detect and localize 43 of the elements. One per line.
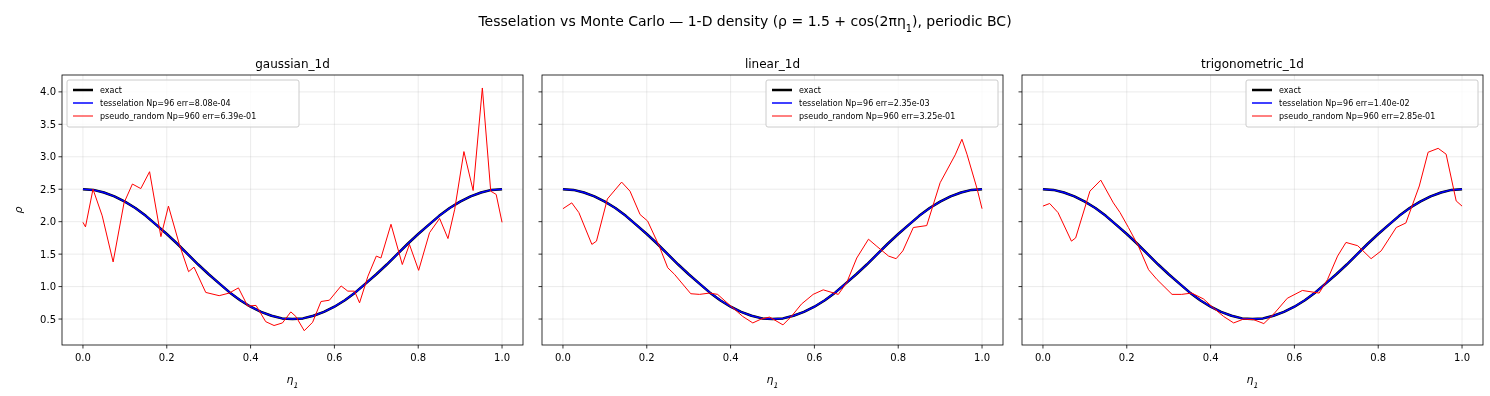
y-axis-title: ρ (12, 206, 25, 214)
x-tick-label: 1.0 (1454, 352, 1470, 363)
x-axis-title: η$_{1}$ (766, 373, 779, 390)
legend-label: exact (799, 85, 821, 95)
y-tick-label: 3.0 (40, 151, 56, 163)
y-tick-label: 2.0 (40, 216, 56, 228)
x-tick-label: 0.2 (638, 352, 655, 363)
legend-label: pseudo_random Np=960 err=3.25e-01 (799, 111, 956, 121)
x-tick-label: 0.4 (722, 352, 739, 363)
y-tick-label: 0.5 (40, 313, 56, 325)
x-tick-label: 0.4 (1202, 352, 1219, 363)
legend-label: tesselation Np=96 err=2.35e-03 (799, 98, 930, 108)
legend-label: pseudo_random Np=960 err=2.85e-01 (1279, 111, 1436, 121)
y-tick-label: 2.5 (40, 183, 56, 195)
x-axis-title: η$_{1}$ (286, 373, 299, 390)
legend-label: pseudo_random Np=960 err=6.39e-01 (100, 111, 257, 121)
chart-title: gaussian_1d (255, 57, 330, 71)
x-tick-label: 0.2 (1118, 352, 1135, 363)
y-tick-label: 1.0 (40, 281, 56, 293)
x-tick-label: 0.0 (1035, 352, 1051, 363)
x-tick-label: 0.6 (1286, 352, 1303, 363)
text: Tesselation vs Monte Carlo — 1-D density (ρ = 1.5 + cos(2πη$_{1}$), periodic BC) (477, 13, 1012, 34)
chart-title: linear_1d (744, 57, 801, 71)
y-tick-label: 4.0 (40, 86, 56, 98)
x-tick-label: 1.0 (974, 352, 990, 363)
legend-label: tesselation Np=96 err=1.40e-02 (1279, 98, 1410, 108)
legend-label: exact (100, 85, 122, 95)
chart-title: trigonometric_1d (1201, 57, 1304, 71)
y-tick-label: 3.5 (40, 118, 56, 130)
x-tick-label: 0.8 (1370, 352, 1387, 363)
x-tick-label: 0.4 (242, 352, 259, 363)
y-tick-label: 1.5 (40, 248, 56, 260)
x-tick-label: 0.8 (890, 352, 907, 363)
x-tick-label: 0.0 (555, 352, 571, 363)
x-tick-label: 0.2 (158, 352, 175, 363)
x-tick-label: 0.6 (806, 352, 823, 363)
legend-label: exact (1279, 85, 1301, 95)
x-axis-title: η$_{1}$ (1246, 373, 1259, 390)
legend-label: tesselation Np=96 err=8.08e-04 (100, 98, 231, 108)
x-tick-label: 0.8 (410, 352, 427, 363)
x-tick-label: 0.0 (75, 352, 91, 363)
x-tick-label: 0.6 (326, 352, 343, 363)
x-tick-label: 1.0 (494, 352, 510, 363)
